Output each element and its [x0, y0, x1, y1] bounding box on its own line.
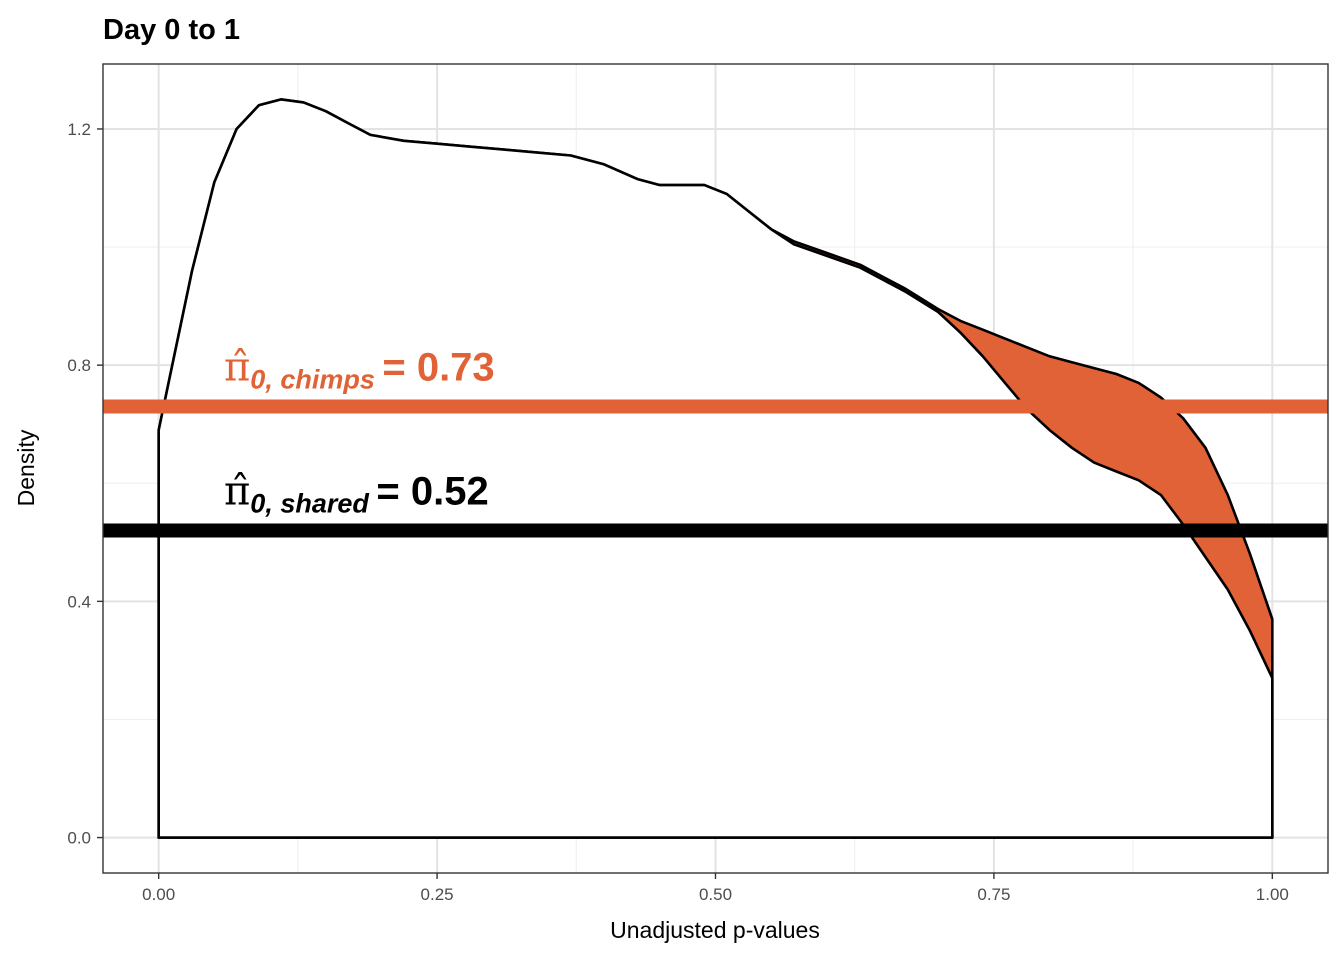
- annotation-layer: π̂0, chimps = 0.73π̂0, shared = 0.52: [224, 344, 495, 518]
- axis-layer: 0.00 0.25 0.50 0.75 1.00 0.0 0.4 0.8 1.2: [67, 120, 1289, 904]
- pi-annotation-shared: π̂0, shared = 0.52: [224, 469, 489, 519]
- pi-subscript: 0, shared: [250, 489, 376, 519]
- chart-title: Day 0 to 1: [103, 14, 240, 46]
- pi-symbol: π̂: [224, 344, 250, 390]
- area-layer: [157, 98, 1274, 839]
- x-tick-label: 1.00: [1256, 885, 1289, 904]
- hline-layer: [103, 399, 1328, 538]
- y-axis-title: Density: [13, 429, 39, 506]
- pi-subscript: 0, chimps: [250, 364, 382, 394]
- x-tick-label: 0.75: [977, 885, 1010, 904]
- pi-annotation-chimps: π̂0, chimps = 0.73: [224, 344, 495, 394]
- x-tick-label: 0.50: [699, 885, 732, 904]
- pi-value: = 0.73: [382, 345, 494, 389]
- y-tick-label: 1.2: [67, 120, 91, 139]
- y-tick-label: 0.8: [67, 356, 91, 375]
- density-area-0: [157, 98, 1274, 839]
- x-tick-label: 0.25: [421, 885, 454, 904]
- y-tick-label: 0.4: [67, 592, 91, 611]
- x-axis-title: Unadjusted p-values: [610, 917, 820, 943]
- pi-symbol: π̂: [224, 469, 250, 515]
- pi-value: = 0.52: [376, 470, 488, 514]
- y-tick-label: 0.0: [67, 829, 91, 848]
- x-tick-label: 0.00: [142, 885, 175, 904]
